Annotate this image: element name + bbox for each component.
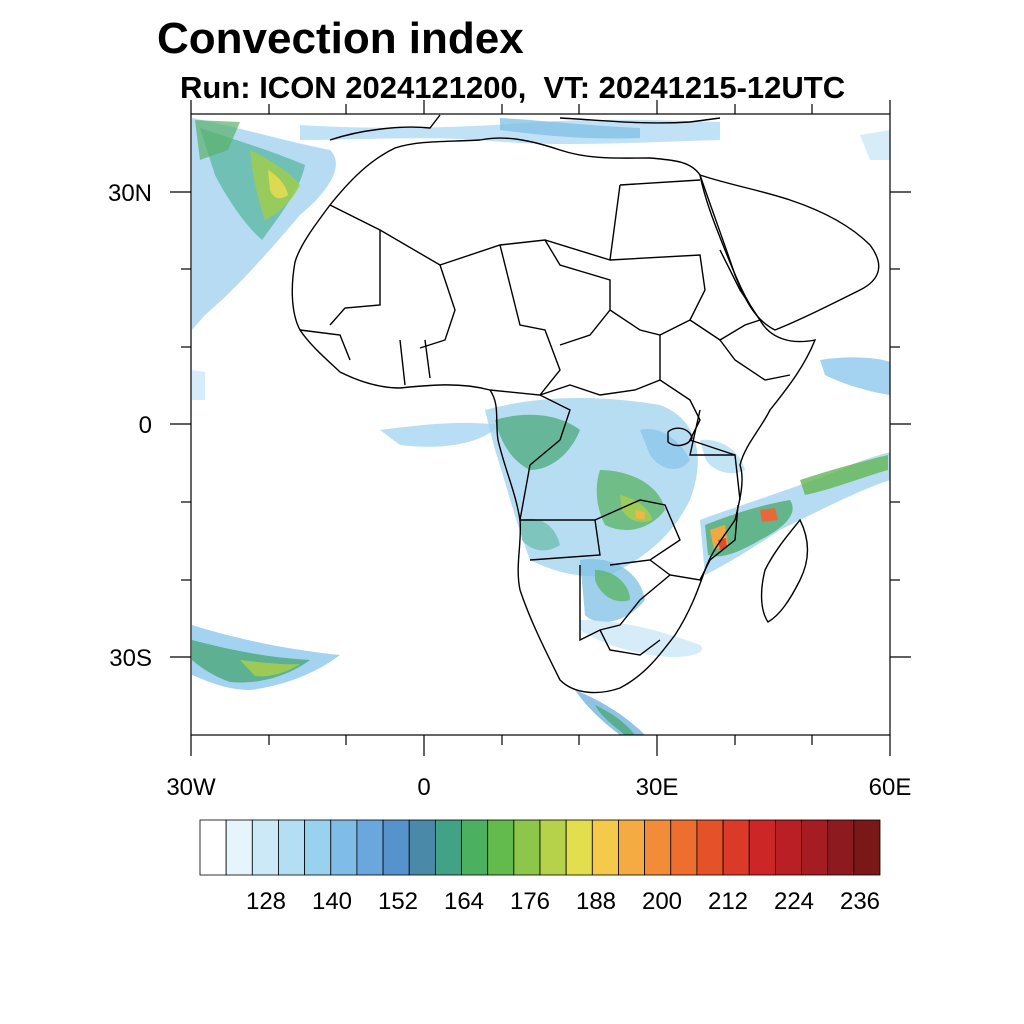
colorbar-swatch xyxy=(461,819,489,876)
colorbar-swatch xyxy=(591,819,619,876)
colorbar-label: 188 xyxy=(575,888,617,915)
convection-shading xyxy=(192,118,890,735)
lat-label-30s: 30S xyxy=(109,645,152,672)
lon-label-0: 0 xyxy=(417,774,431,801)
colorbar-swatch xyxy=(565,819,593,876)
lon-label-30e: 30E xyxy=(635,774,679,801)
colorbar-label: 152 xyxy=(377,888,419,915)
lat-label-0: 0 xyxy=(138,412,152,439)
colorbar-swatch xyxy=(853,819,881,876)
colorbar-swatch xyxy=(199,819,227,876)
colorbar-swatch xyxy=(330,819,358,876)
colorbar-label: 236 xyxy=(839,888,881,915)
colorbar-swatch xyxy=(251,819,279,876)
colorbar-swatch xyxy=(513,819,541,876)
colorbar-label: 176 xyxy=(509,888,551,915)
colorbar-swatch xyxy=(225,819,253,876)
colorbar-swatch xyxy=(382,819,410,876)
colorbar-swatch xyxy=(827,819,855,876)
colorbar-swatch xyxy=(278,819,306,876)
colorbar-swatch xyxy=(356,819,384,876)
colorbar-swatch xyxy=(304,819,332,876)
colorbar-label: 200 xyxy=(641,888,683,915)
colorbar-swatch xyxy=(774,819,802,876)
colorbar-swatch xyxy=(539,819,567,876)
colorbar-swatch xyxy=(644,819,672,876)
colorbar-swatch xyxy=(434,819,462,876)
chart-subtitle: Run: ICON 2024121200, VT: 20241215-12UTC xyxy=(180,70,846,105)
colorbar-swatch xyxy=(408,819,436,876)
colorbar-swatch xyxy=(618,819,646,876)
colorbar-swatch xyxy=(696,819,724,876)
colorbar-label: 224 xyxy=(773,888,815,915)
colorbar-label: 164 xyxy=(443,888,485,915)
colorbar xyxy=(199,819,881,876)
colorbar-swatch xyxy=(722,819,750,876)
axis-ticks xyxy=(170,100,911,756)
chart-title: Convection index xyxy=(157,14,524,63)
lon-label-30w: 30W xyxy=(166,774,216,801)
colorbar-swatch xyxy=(801,819,829,876)
colorbar-label: 212 xyxy=(707,888,749,915)
colorbar-label: 128 xyxy=(245,888,287,915)
colorbar-swatch xyxy=(670,819,698,876)
coastline-borders xyxy=(291,114,880,694)
colorbar-label: 140 xyxy=(311,888,353,915)
lat-label-30n: 30N xyxy=(107,180,152,207)
colorbar-swatch xyxy=(487,819,515,876)
colorbar-swatch xyxy=(748,819,776,876)
lon-label-60e: 60E xyxy=(868,774,912,801)
